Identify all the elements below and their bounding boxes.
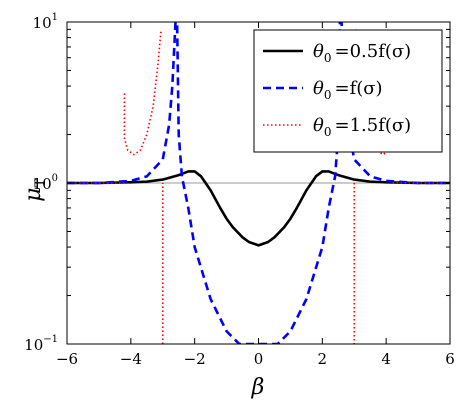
legend-label-series-2: θ0 =f(σ) [313,78,383,102]
x-tick-label: 6 [445,350,455,368]
y-tick-label: 100 [33,173,58,193]
x-tick-label: −6 [56,350,78,368]
y-tick-base: 10 [24,336,43,354]
y-tick-base: 10 [33,14,52,32]
y-tick-exponent: 0 [52,173,58,184]
y-axis-label: μT [21,178,49,202]
y-tick-exponent: −1 [43,334,58,345]
y-axis-label-symbol: μ [21,188,46,202]
x-tick-label: −4 [120,350,142,368]
y-tick-label: 101 [33,12,58,32]
legend-label-series-1: θ0 =0.5f(σ) [313,41,411,65]
y-axis-label-subscript: T [33,178,49,188]
y-tick-label: 10−1 [24,334,58,354]
legend-label-series-3: θ0 =1.5f(σ) [313,115,411,139]
y-tick-base: 10 [33,175,52,193]
y-tick-exponent: 1 [52,12,58,23]
series-3-line-segment-2 [123,29,162,156]
x-tick-label: 4 [381,350,391,368]
x-tick-label: −2 [184,350,206,368]
x-tick-label: 2 [318,350,328,368]
legend: θ0 =0.5f(σ) θ0 =f(σ) θ0 =1.5f(σ) [253,29,443,153]
x-tick-label: 0 [254,350,264,368]
x-axis-label: β [251,375,265,400]
series-1-line [67,170,450,247]
